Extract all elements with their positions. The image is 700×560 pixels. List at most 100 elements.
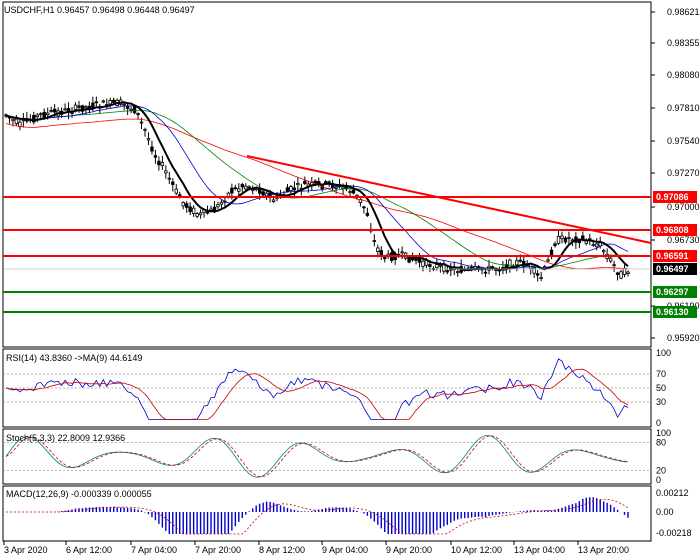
candle-body [348,191,352,193]
candle-body [18,121,22,127]
candle [32,111,36,125]
candle-body [125,105,130,109]
candle-body [362,206,366,209]
time-axis-label: 13 Apr 04:00 [514,545,565,555]
candle [63,103,67,111]
candle-body [139,121,144,124]
candle-body [313,180,317,184]
level-tag-bg [653,286,697,298]
candle [532,265,536,278]
candle-body [136,113,140,115]
candle [251,185,255,195]
level-tag-label: 0.96130 [656,307,689,317]
candle-body [49,110,53,112]
rsi-tick-label: 30 [656,397,666,407]
candle [216,201,220,210]
time-axis-label: 7 Apr 20:00 [195,545,241,555]
candle-body [164,170,168,174]
candle-body [216,204,220,208]
candle-body [39,113,43,116]
candle-body [456,271,460,274]
stoch-k-line [5,435,629,478]
level-tag-label: 0.96297 [656,287,689,297]
candle-body [63,108,67,111]
candle [560,231,564,244]
candle [66,102,71,120]
candle-body [52,108,57,113]
rsi-ma-line [5,368,629,420]
candle-body [591,244,595,247]
candle [365,207,370,217]
candle [563,236,568,245]
level-tag-bg [653,191,697,203]
price-tick-label: 0.97810 [667,103,700,113]
stoch-label: Stoch(5,3,3) 22.8009 12.9366 [6,433,126,443]
candle [584,238,589,246]
candle [619,270,623,280]
candle-body [601,250,606,253]
rsi-tick-label: 50 [656,383,666,393]
candle [553,241,557,248]
candle-body [226,192,231,197]
candle-body [42,111,46,118]
candle [303,176,307,185]
time-axis-label: 8 Apr 12:00 [259,545,305,555]
candle-body [132,106,137,114]
candle-body [247,186,251,189]
macd-panel-frame [2,485,652,542]
candle-body [289,186,293,192]
price-tick-label: 0.95920 [667,333,700,343]
candle [626,270,630,277]
candle [129,106,133,114]
candle [549,246,554,260]
candle [219,199,224,209]
candle-body [296,182,300,186]
candle [289,184,293,194]
rsi-tick-label: 70 [656,369,666,379]
ma-mid-line [5,105,629,270]
chart-header: USDCHF,H1 0.96457 0.96498 0.96448 0.9649… [4,5,195,15]
candle-body [438,264,443,267]
candle-body [435,264,439,269]
candle-body [188,206,192,213]
candle-body [45,112,50,116]
candle-body [626,271,630,275]
time-axis-label: 13 Apr 20:00 [578,545,629,555]
candle-body [153,155,158,158]
macd-tick-label: 0.00 [656,507,674,517]
level-tag-bg [653,306,697,318]
candle-body [421,260,425,267]
candle-body [244,185,248,190]
candle-body [181,202,185,207]
candle-body [518,259,522,262]
ohlc-values: 0.96457 0.96498 0.96448 0.96497 [57,5,195,15]
candle-body [546,259,550,262]
candle [181,201,185,210]
level-tag-bg [653,224,697,236]
candle [379,246,383,261]
candle [421,254,425,272]
candle-body [560,235,564,239]
candle-body [160,162,165,166]
candle [556,230,561,245]
symbol-timeframe: USDCHF,H1 [4,5,55,15]
candle [195,212,199,219]
candle-body [205,211,210,214]
candle-body [567,237,571,239]
time-axis-label: 7 Apr 04:00 [131,545,177,555]
candle-body [535,273,540,276]
candle-body [556,235,561,244]
rsi-tick-label: 0 [656,418,661,428]
time-axis-label: 10 Apr 12:00 [451,545,502,555]
candle-body [469,266,474,269]
candle [386,249,390,259]
candle [612,260,616,272]
candle [98,103,102,114]
candle-body [619,271,623,279]
candle-body [171,181,175,185]
candle-body [608,257,613,262]
candle-body [483,271,488,274]
stoch-tick-label: 100 [656,428,671,438]
time-axis-label: 9 Apr 20:00 [386,545,432,555]
